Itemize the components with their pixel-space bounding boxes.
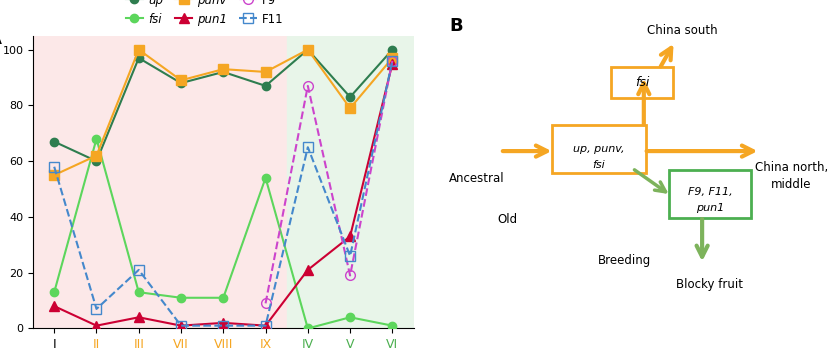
Bar xyxy=(287,36,414,328)
Text: A: A xyxy=(0,30,2,48)
Legend: up, fsi, punv, pun1, F9, F11: up, fsi, punv, pun1, F9, F11 xyxy=(121,0,288,30)
Bar xyxy=(33,36,287,328)
Text: Ancestral: Ancestral xyxy=(449,172,504,185)
FancyBboxPatch shape xyxy=(552,125,646,174)
Text: up, punv,: up, punv, xyxy=(573,144,625,154)
Text: fsi: fsi xyxy=(593,160,605,170)
Text: Blocky fruit: Blocky fruit xyxy=(676,278,743,291)
Text: B: B xyxy=(450,17,463,35)
Text: pun1: pun1 xyxy=(696,203,724,213)
FancyBboxPatch shape xyxy=(611,67,673,98)
Text: Old: Old xyxy=(498,213,518,226)
Text: fsi: fsi xyxy=(634,76,649,89)
Text: Breeding: Breeding xyxy=(598,254,651,267)
Text: F9, F11,: F9, F11, xyxy=(687,187,732,197)
Text: middle: middle xyxy=(772,178,812,191)
FancyBboxPatch shape xyxy=(669,170,751,218)
Text: China north,: China north, xyxy=(755,161,827,174)
Text: China south: China south xyxy=(648,24,718,37)
